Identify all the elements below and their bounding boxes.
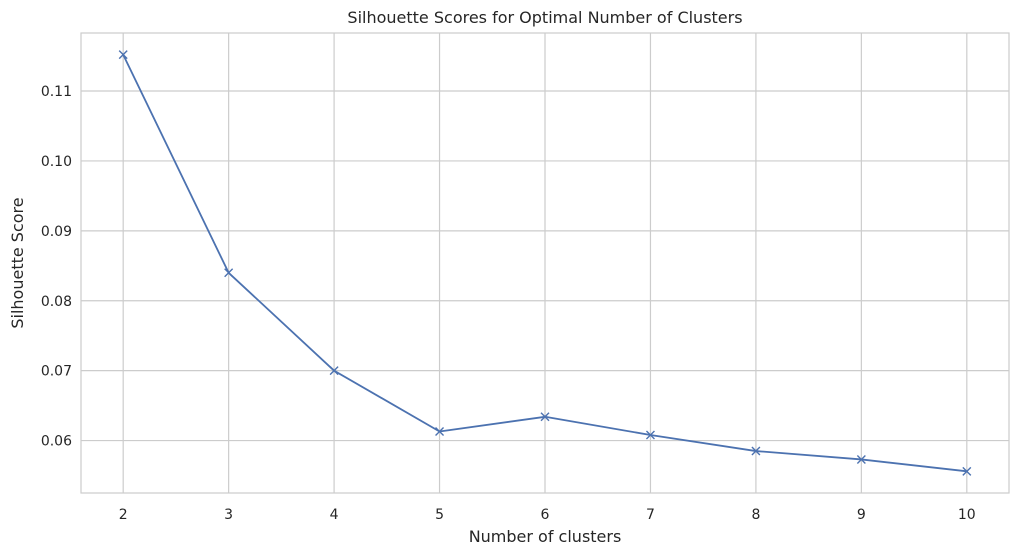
- y-axis-label: Silhouette Score: [8, 197, 27, 328]
- data-point: [224, 268, 234, 278]
- x-tick-label: 5: [435, 507, 444, 523]
- y-tick-label: 0.11: [41, 84, 72, 100]
- chart-title: Silhouette Scores for Optimal Number of …: [347, 8, 742, 27]
- data-point: [329, 366, 339, 376]
- x-tick-label: 3: [224, 507, 233, 523]
- y-tick-label: 0.06: [41, 434, 72, 450]
- x-tick-label: 2: [119, 507, 128, 523]
- series-layer: [118, 50, 972, 476]
- x-tick-label: 9: [857, 507, 866, 523]
- x-tick-label: 4: [330, 507, 339, 523]
- x-tick-label: 7: [646, 507, 655, 523]
- data-point: [540, 412, 550, 422]
- tick-labels: 2 3 4 5 6 7 8 9 10 0.06 0.07 0.08 0.09 0.10 0.11: [41, 84, 976, 523]
- x-axis-label: Number of clusters: [469, 527, 622, 546]
- data-point: [751, 446, 761, 456]
- y-tick-label: 0.09: [41, 224, 72, 240]
- data-point: [118, 50, 128, 60]
- data-point: [856, 454, 866, 464]
- x-tick-label: 10: [958, 507, 976, 523]
- grid: [81, 33, 1009, 493]
- y-tick-label: 0.08: [41, 294, 72, 310]
- x-tick-label: 8: [751, 507, 760, 523]
- x-tick-label: 6: [541, 507, 550, 523]
- y-tick-label: 0.07: [41, 364, 72, 380]
- plot-frame: [80, 32, 1010, 494]
- y-tick-label: 0.10: [41, 154, 72, 170]
- data-point: [435, 426, 445, 436]
- data-point: [962, 466, 972, 476]
- data-point: [645, 430, 655, 440]
